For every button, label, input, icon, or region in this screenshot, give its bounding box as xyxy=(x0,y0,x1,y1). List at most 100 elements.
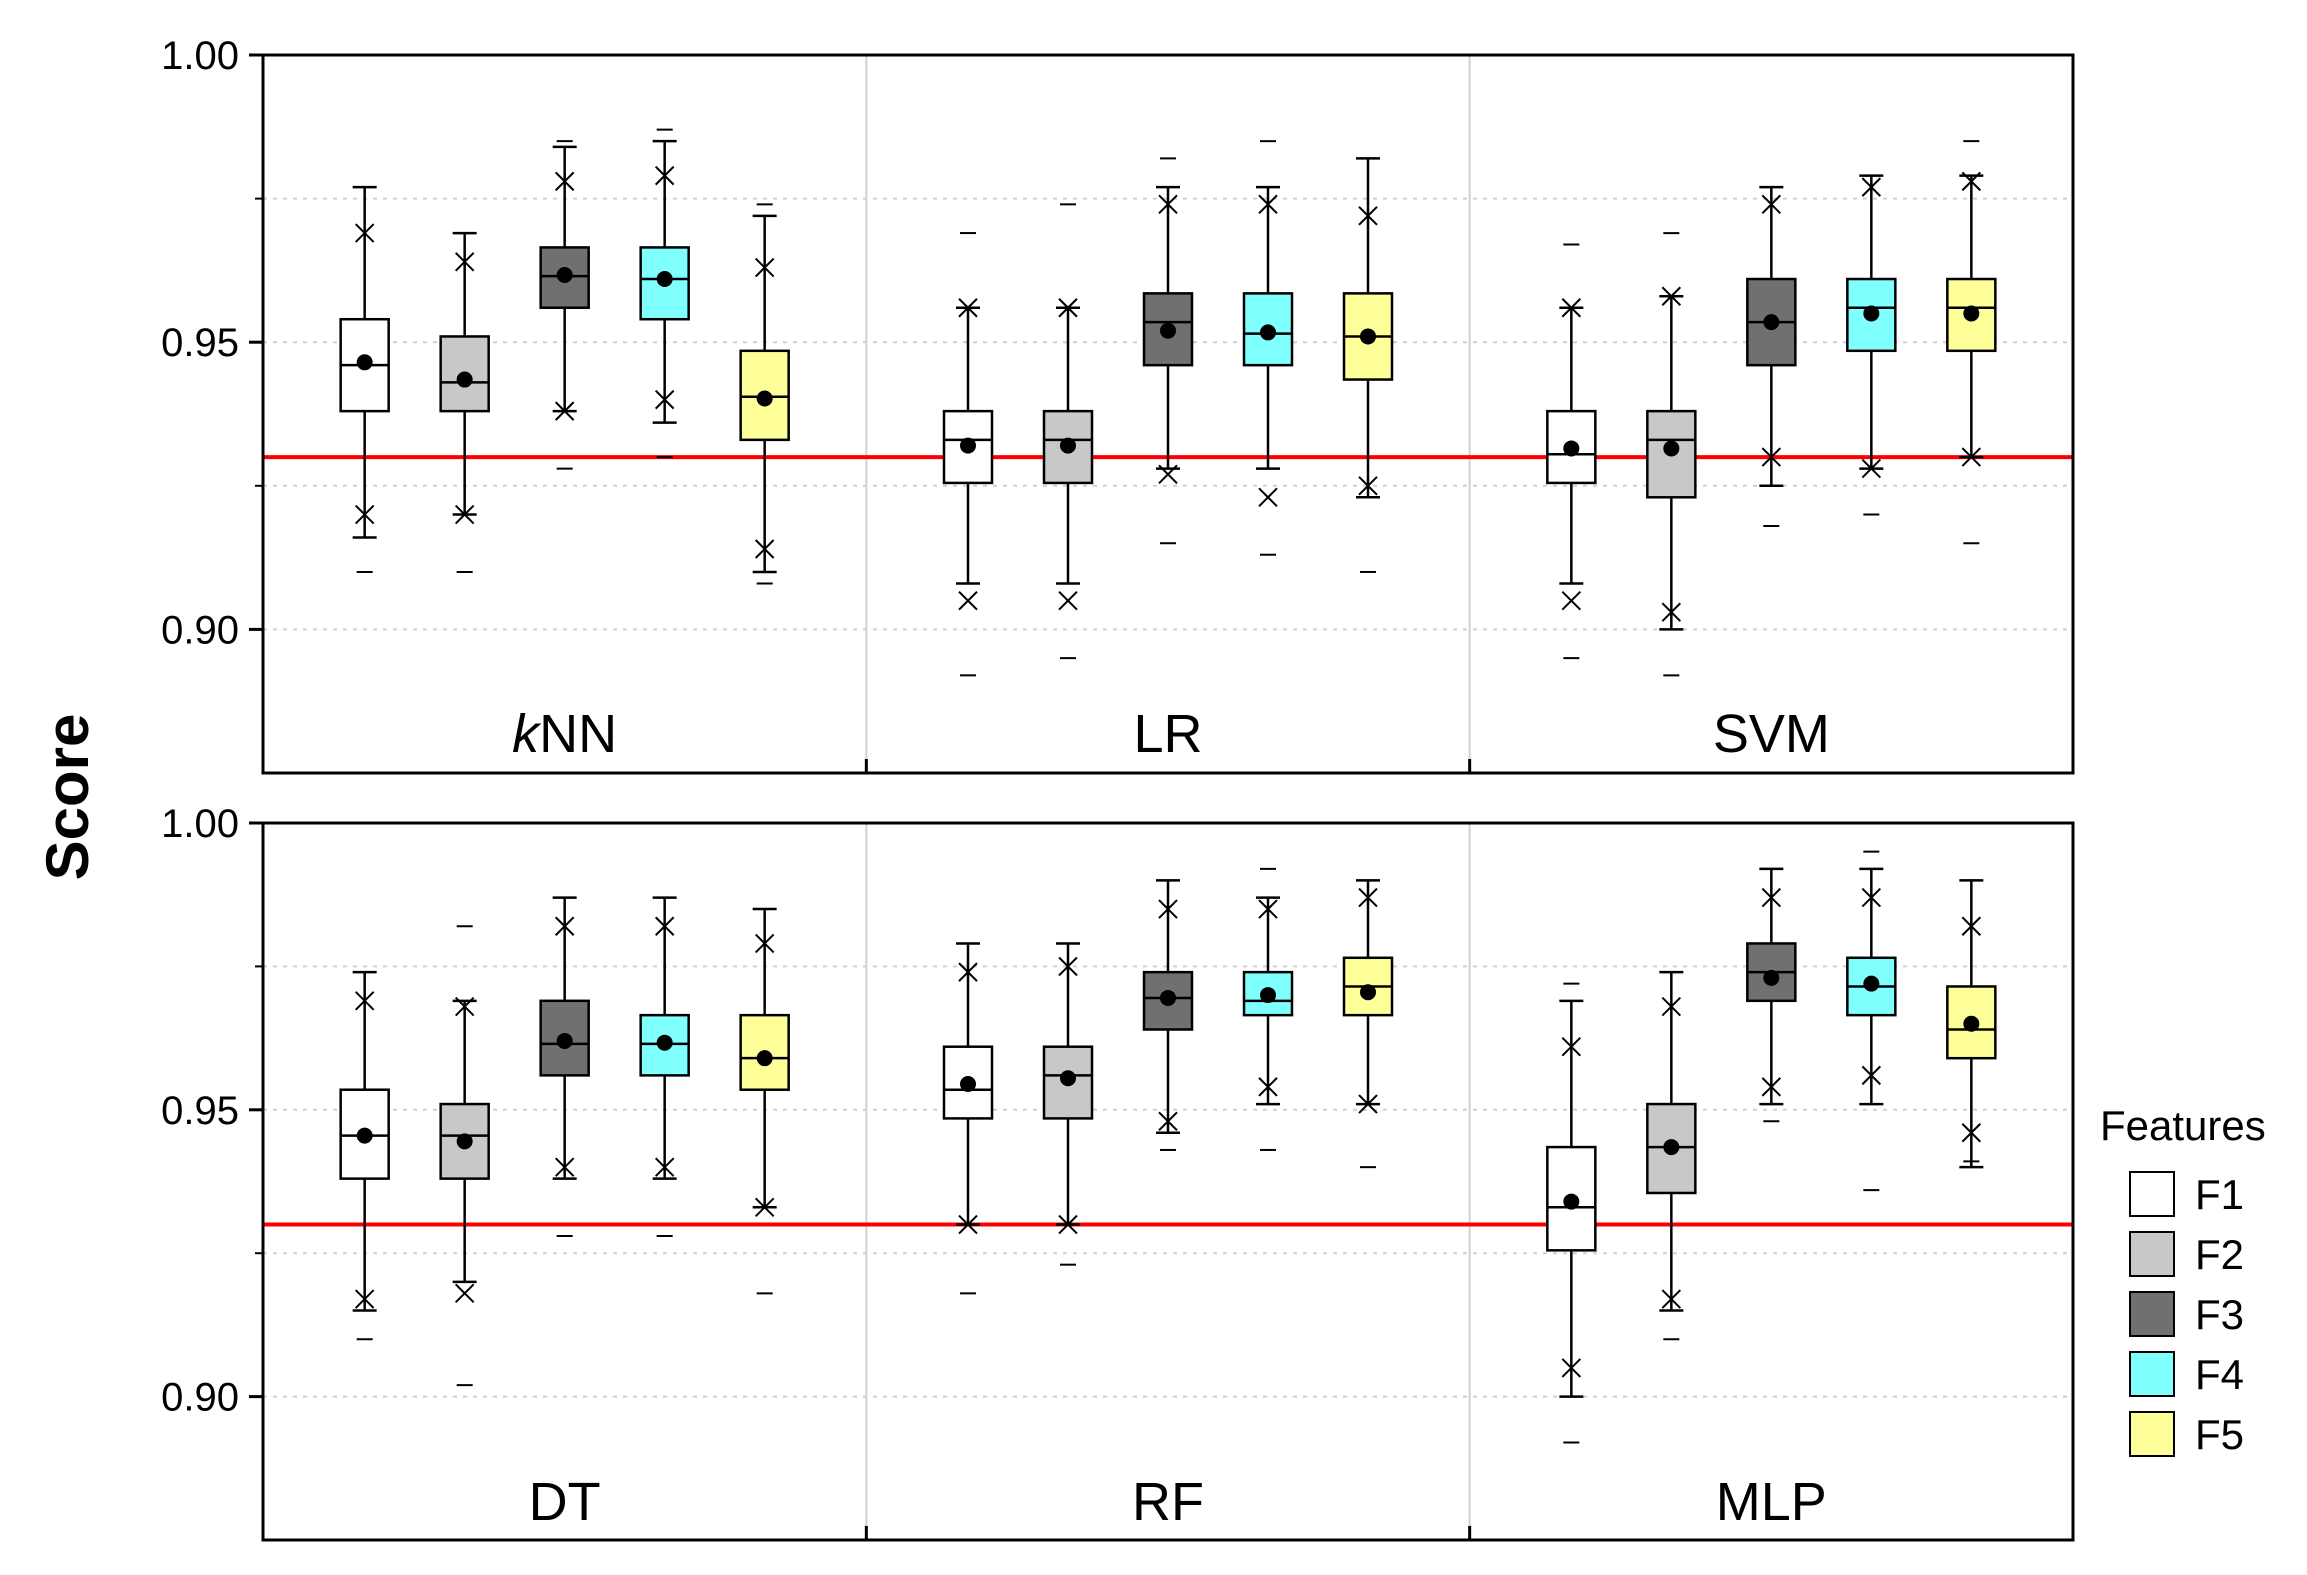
panel-label-mlp: MLP xyxy=(1716,1472,1827,1532)
cross-stroke xyxy=(1158,1111,1178,1131)
mean-marker xyxy=(656,271,673,288)
cross-stroke xyxy=(1358,476,1378,496)
legend-swatch xyxy=(2129,1351,2175,1397)
panel-mlp: MLP xyxy=(1546,850,1997,1532)
y-tick-label: 1.00 xyxy=(161,34,239,78)
cross-stroke xyxy=(654,916,675,936)
mean-marker xyxy=(1563,440,1580,457)
mean-marker xyxy=(1160,989,1176,1006)
box-mlp-f5 xyxy=(1946,879,1997,1169)
percentile-1-marker xyxy=(1258,487,1278,507)
cross-stroke xyxy=(1861,1065,1882,1086)
percentile-1-marker xyxy=(1861,458,1882,479)
percentile-99-marker xyxy=(1358,887,1378,908)
percentile-1-marker xyxy=(1761,447,1782,467)
panel-label-lr: LR xyxy=(1133,704,1202,764)
cross-stroke xyxy=(1058,298,1078,318)
cross-stroke xyxy=(454,504,475,525)
percentile-1-marker xyxy=(1058,590,1078,611)
cross-stroke xyxy=(1961,1123,1982,1143)
cross-stroke xyxy=(1861,887,1882,908)
plot-frame xyxy=(261,821,2075,1542)
percentile-1-marker xyxy=(1661,1289,1682,1309)
percentile-1-marker xyxy=(1158,464,1178,485)
percentile-99-marker xyxy=(1058,298,1078,318)
percentile-1-marker xyxy=(654,1157,675,1177)
mean-marker xyxy=(1763,969,1780,986)
box-iqr xyxy=(539,999,590,1077)
percentile-99-marker xyxy=(354,991,375,1011)
mean-marker xyxy=(1160,322,1176,339)
percentile-99-marker xyxy=(1058,956,1078,977)
legend-label: F1 xyxy=(2195,1171,2244,1218)
cross-stroke xyxy=(754,1197,775,1218)
box-dt-f2 xyxy=(439,925,490,1387)
cross-stroke xyxy=(454,996,475,1017)
percentile-99-marker xyxy=(1661,286,1682,306)
legend-item-f5: F5 xyxy=(2129,1411,2244,1458)
percentile-1-marker xyxy=(754,539,775,559)
percentile-99-marker xyxy=(1761,887,1782,908)
legend-swatch xyxy=(2129,1291,2175,1337)
percentile-99-marker xyxy=(654,916,675,936)
cross-stroke xyxy=(1661,602,1682,622)
panel-label-svm: SVM xyxy=(1713,704,1830,764)
legend-label: F2 xyxy=(2195,1231,2244,1278)
box-knn-f4 xyxy=(639,128,690,459)
box-rf-f3 xyxy=(1142,879,1194,1151)
box-lr-f1 xyxy=(942,232,994,677)
percentile-1-marker xyxy=(958,590,978,611)
percentile-99-marker xyxy=(454,996,475,1017)
cross-stroke xyxy=(1258,899,1278,919)
percentile-99-marker xyxy=(554,171,575,192)
cross-stroke xyxy=(554,401,575,421)
cross-stroke xyxy=(354,991,375,1011)
mean-marker xyxy=(1663,1139,1680,1156)
percentile-99-marker xyxy=(1561,298,1582,318)
box-dt-f1 xyxy=(339,970,390,1341)
cross-stroke xyxy=(754,257,775,278)
legend-label: F4 xyxy=(2195,1351,2244,1398)
percentile-99-marker xyxy=(1258,194,1278,215)
cross-stroke xyxy=(1258,194,1278,215)
percentile-1-marker xyxy=(654,389,675,410)
percentile-1-marker xyxy=(1258,1077,1278,1097)
y-tick-label: 1.00 xyxy=(161,802,239,846)
cross-stroke xyxy=(1358,206,1378,226)
cross-stroke xyxy=(958,298,978,318)
box-mlp-f1 xyxy=(1546,982,1597,1444)
y-tick-label: 0.90 xyxy=(161,1376,239,1420)
mean-marker xyxy=(756,390,773,407)
percentile-1-marker xyxy=(1358,476,1378,496)
cross-stroke xyxy=(454,1283,475,1304)
cross-stroke xyxy=(354,504,375,525)
percentile-1-marker xyxy=(354,1289,375,1309)
panel-label-dt: DT xyxy=(529,1472,601,1532)
cross-stroke xyxy=(1058,590,1078,611)
cross-stroke xyxy=(1761,194,1782,215)
mean-marker xyxy=(556,266,573,283)
mean-marker xyxy=(356,1127,373,1144)
box-svm-f1 xyxy=(1546,243,1597,660)
legend-item-f1: F1 xyxy=(2129,1171,2244,1218)
cross-stroke xyxy=(958,962,978,982)
percentile-99-marker xyxy=(1661,996,1682,1017)
cross-stroke xyxy=(1158,464,1178,485)
percentile-1-marker xyxy=(1561,590,1582,611)
box-mlp-f4 xyxy=(1846,850,1897,1192)
percentile-1-marker xyxy=(1561,1358,1582,1378)
box-knn-f1 xyxy=(339,185,390,573)
legend-label: F5 xyxy=(2195,1411,2244,1458)
mean-marker xyxy=(356,354,373,371)
percentile-1-marker xyxy=(958,1214,978,1235)
box-rf-f5 xyxy=(1342,879,1394,1169)
percentile-99-marker xyxy=(1961,171,1982,192)
percentile-1-marker xyxy=(1961,447,1982,467)
box-svm-f2 xyxy=(1646,232,1697,677)
percentile-99-marker xyxy=(354,223,375,243)
percentile-1-marker xyxy=(454,504,475,525)
percentile-99-marker xyxy=(754,933,775,954)
box-dt-f3 xyxy=(539,896,590,1237)
